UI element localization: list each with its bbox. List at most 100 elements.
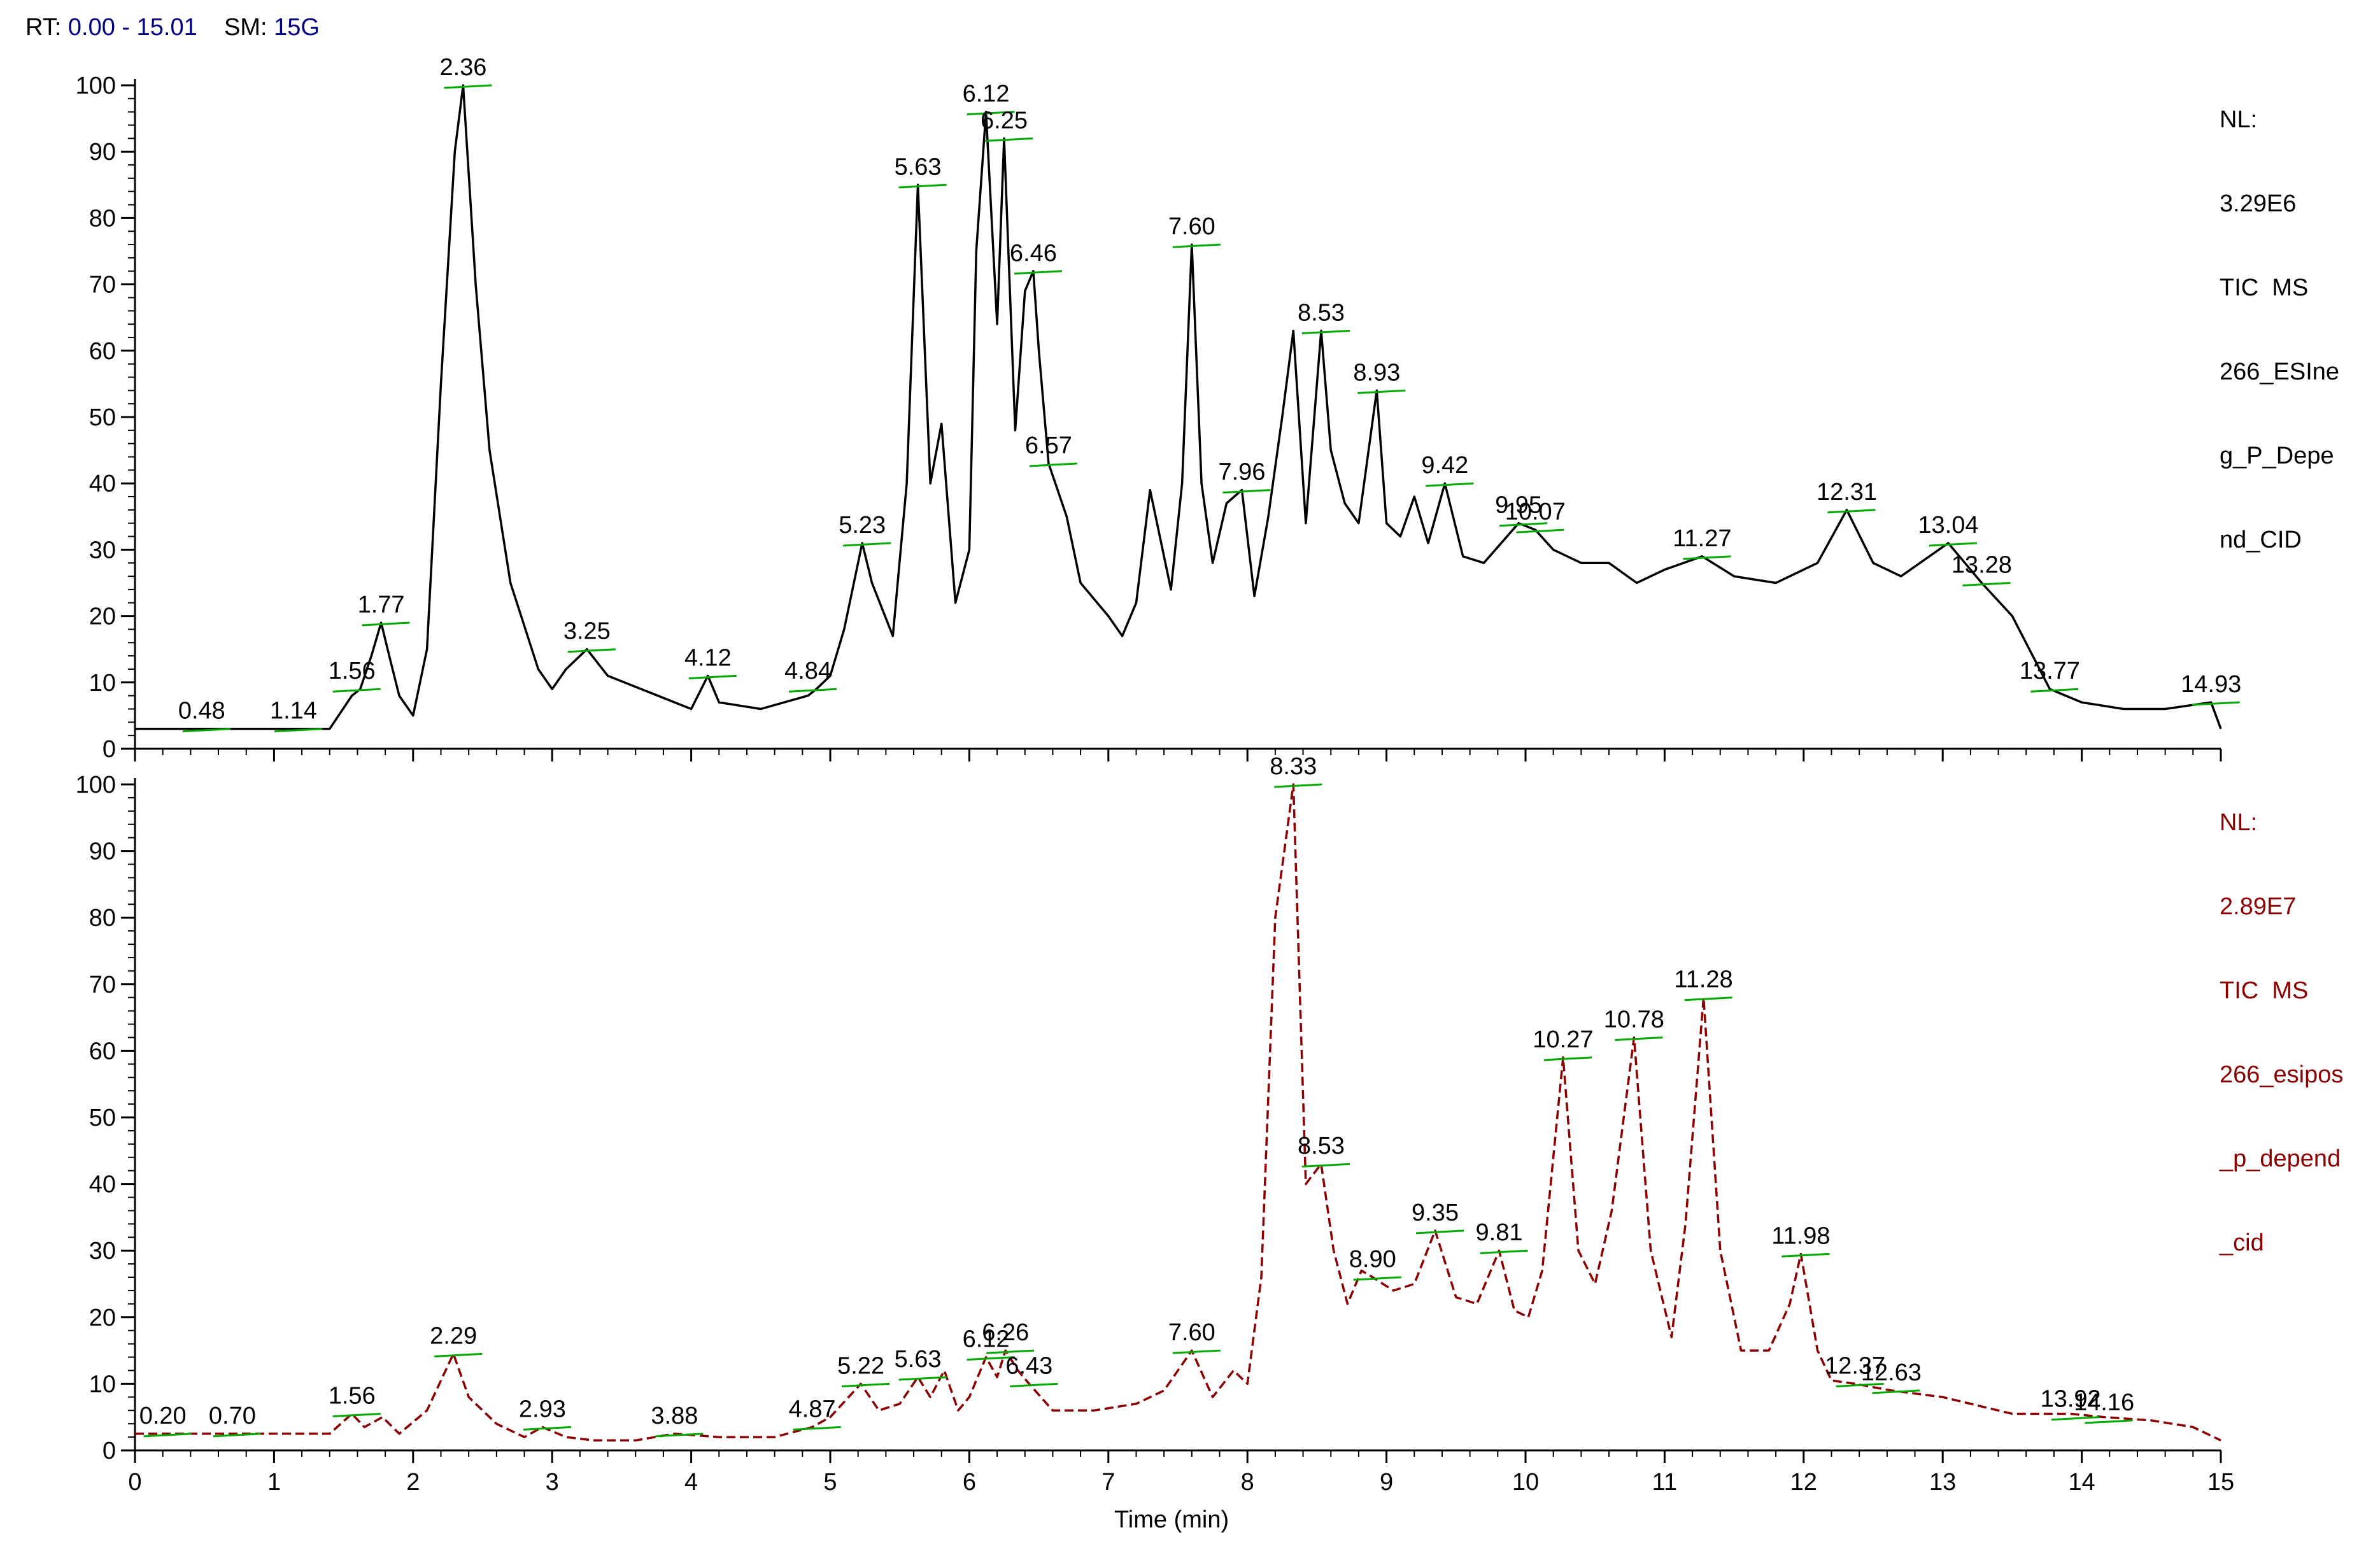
top-baseline-marker [1222,489,1271,494]
bottom-y-tick-label: 50 [89,1105,116,1131]
top-info-line: TIC MS [2220,274,2309,301]
top-peak-label: 6.57 [1025,432,1072,459]
top-baseline-marker [1426,482,1474,487]
bottom-info-line: 266_esipos [2220,1061,2344,1088]
bottom-baseline-marker [213,1433,261,1438]
top-y-tick-label: 30 [89,537,116,563]
top-y-tick-label: 50 [89,404,116,431]
top-y-tick-label: 10 [89,670,116,697]
bottom-y-tick-label: 60 [89,1038,116,1065]
bottom-baseline-marker [1684,996,1732,1002]
x-tick-label: 2 [406,1469,420,1496]
top-baseline-marker [1962,582,2011,586]
top-y-tick-label: 70 [89,272,116,299]
x-tick-label: 0 [128,1469,141,1496]
bottom-baseline-marker [1415,1229,1464,1235]
bottom-peak-label: 8.90 [1349,1246,1396,1273]
bottom-peak-label: 8.53 [1298,1133,1345,1159]
top-baseline-marker [1029,462,1077,467]
top-peak-label: 1.14 [270,698,317,725]
top-baseline-marker [1516,528,1564,534]
bottom-baseline-marker [793,1426,841,1431]
bottom-baseline-marker [655,1433,704,1438]
sm-label: SM: [223,14,267,41]
top-y-tick-label: 90 [89,139,116,166]
bottom-peak-label: 12.63 [1861,1359,1922,1386]
top-peak-label: 13.28 [1951,552,2012,579]
bottom-peak-label: 12.37 [1825,1352,1885,1379]
x-tick-label: 6 [963,1469,976,1496]
top-baseline-marker [843,542,891,547]
top-peak-label: 4.84 [784,658,832,684]
top-peak-label: 14.93 [2181,671,2241,698]
x-tick-label: 15 [2207,1469,2234,1496]
top-peak-label: 13.77 [2020,658,2080,684]
top-info-line: NL: [2220,106,2258,133]
x-tick-label: 5 [823,1469,837,1496]
bottom-peak-label: 10.27 [1533,1026,1593,1053]
top-baseline-marker [1357,389,1406,394]
bottom-baseline-marker [1543,1056,1592,1061]
bottom-y-tick-label: 40 [89,1172,116,1198]
top-baseline-marker [567,648,616,653]
top-y-tick-label: 40 [89,471,116,497]
bottom-peak-label: 14.16 [2074,1389,2134,1416]
top-peak-label: 6.46 [1010,240,1057,267]
top-peak-label: 5.23 [839,512,886,539]
x-tick-label: 14 [2068,1469,2095,1496]
top-peak-label: 10.07 [1505,499,1566,525]
bottom-baseline-marker [1274,783,1322,788]
bottom-baseline-marker [1836,1382,1884,1387]
bottom-baseline-marker [898,1376,947,1381]
bottom-baseline-marker [332,1412,381,1417]
x-tick-label: 8 [1241,1469,1254,1496]
top-trace-info: NL: 3.29E6 TIC MS 266_ESIne g_P_Depe nd_… [2220,50,2339,582]
top-info-line: g_P_Depe [2220,443,2334,469]
bottom-baseline-marker [841,1382,890,1387]
x-tick-label: 11 [1652,1469,1677,1496]
bottom-info-line: _cid [2220,1229,2264,1256]
rt-label: RT: [25,14,62,41]
top-peak-label: 3.25 [563,618,611,645]
top-tic-trace [135,84,2222,730]
x-tick-label: 10 [1512,1469,1539,1496]
top-peak-label: 8.93 [1353,359,1400,386]
top-peak-label: 9.95 [1495,492,1542,519]
top-info-line: 3.29E6 [2220,190,2297,217]
bottom-trace-info: NL: 2.89E7 TIC MS 266_esipos _p_depend _… [2220,753,2343,1285]
sm-value: 15G [274,14,320,41]
top-baseline-marker [1683,555,1731,560]
x-tick-label: 3 [546,1469,559,1496]
top-peak-label: 7.96 [1218,459,1265,486]
top-baseline-marker [1929,542,1978,547]
bottom-peak-label: 11.98 [1771,1222,1830,1249]
x-tick-label: 1 [267,1469,281,1496]
top-y-tick-label: 60 [89,338,116,365]
bottom-baseline-marker [2051,1416,2100,1421]
bottom-baseline-marker [143,1433,192,1438]
top-peak-label: 12.31 [1817,479,1877,506]
x-tick-label: 13 [1929,1469,1956,1496]
bottom-peak-label: 8.33 [1270,753,1317,780]
top-peak-label: 8.53 [1298,300,1345,327]
bottom-info-line: NL: [2220,809,2258,836]
top-baseline-marker [788,688,837,693]
top-baseline-marker [898,183,947,188]
top-y-tick-label: 80 [89,205,116,232]
bottom-y-tick-label: 10 [89,1371,116,1398]
bottom-peak-label: 3.88 [651,1403,698,1429]
top-baseline-marker [332,688,381,693]
bottom-tic-trace [135,783,2221,1442]
top-baseline-marker [688,674,737,679]
top-y-tick-label: 100 [76,73,116,99]
bottom-baseline-marker [986,1349,1035,1354]
bottom-peak-label: 6.43 [1005,1352,1052,1379]
bottom-baseline-marker [1353,1276,1401,1281]
top-peak-label: 6.25 [981,107,1028,134]
top-peak-label: 1.56 [329,658,376,684]
top-baseline-marker [1172,243,1221,248]
top-peak-label: 1.77 [358,591,405,618]
bottom-peak-label: 5.22 [837,1352,884,1379]
top-peak-label: 6.12 [963,81,1010,108]
